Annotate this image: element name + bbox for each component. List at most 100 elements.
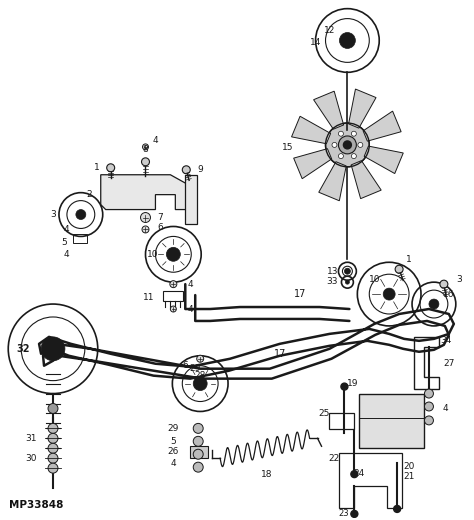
Circle shape <box>107 164 115 172</box>
Circle shape <box>383 288 395 300</box>
Text: 27: 27 <box>443 359 455 368</box>
Polygon shape <box>363 111 401 141</box>
Text: 16: 16 <box>443 290 455 298</box>
Text: 8: 8 <box>143 146 148 154</box>
Circle shape <box>193 423 203 433</box>
Circle shape <box>140 213 150 223</box>
Text: 4: 4 <box>63 250 69 259</box>
Circle shape <box>76 210 86 219</box>
Text: 26: 26 <box>168 447 179 456</box>
Text: 15: 15 <box>282 144 293 152</box>
Circle shape <box>193 462 203 472</box>
Circle shape <box>425 416 433 425</box>
Circle shape <box>346 280 349 284</box>
Polygon shape <box>294 149 332 179</box>
Text: 12: 12 <box>324 26 335 35</box>
Polygon shape <box>364 146 403 174</box>
Text: 4: 4 <box>443 404 449 413</box>
Circle shape <box>182 166 190 174</box>
Text: 18: 18 <box>261 470 273 478</box>
Text: 33: 33 <box>327 277 338 285</box>
Circle shape <box>338 153 344 159</box>
Text: 17: 17 <box>293 289 306 299</box>
Text: 3: 3 <box>50 210 56 219</box>
Circle shape <box>332 142 337 147</box>
Circle shape <box>425 402 433 411</box>
Text: 6: 6 <box>182 361 188 370</box>
Text: 10: 10 <box>147 250 158 259</box>
Circle shape <box>326 123 369 167</box>
Circle shape <box>166 248 180 261</box>
Circle shape <box>48 453 58 463</box>
Text: 29: 29 <box>190 364 201 373</box>
Circle shape <box>344 141 351 149</box>
Text: 2: 2 <box>86 190 91 199</box>
Text: 20: 20 <box>403 462 415 471</box>
FancyBboxPatch shape <box>359 394 424 448</box>
Text: 3: 3 <box>456 275 462 284</box>
Text: 4: 4 <box>187 305 193 314</box>
Circle shape <box>351 471 358 477</box>
Circle shape <box>440 280 448 288</box>
Circle shape <box>48 443 58 453</box>
Text: 24: 24 <box>354 469 365 478</box>
Text: 25: 25 <box>319 409 330 418</box>
FancyBboxPatch shape <box>185 175 197 225</box>
Text: 34: 34 <box>440 336 452 345</box>
Text: 10: 10 <box>368 275 380 284</box>
Text: 30: 30 <box>26 454 37 463</box>
Text: 7: 7 <box>157 213 163 222</box>
Polygon shape <box>101 175 188 210</box>
Polygon shape <box>314 91 344 129</box>
Text: 31: 31 <box>26 434 37 443</box>
Text: 32: 32 <box>17 344 30 354</box>
Circle shape <box>339 33 356 48</box>
Circle shape <box>170 306 176 312</box>
Text: 4: 4 <box>187 280 193 289</box>
Circle shape <box>193 449 203 459</box>
Text: 9: 9 <box>197 165 203 174</box>
Text: 6: 6 <box>157 223 163 232</box>
Circle shape <box>48 423 58 433</box>
Text: 19: 19 <box>346 379 358 388</box>
Polygon shape <box>351 161 381 199</box>
Circle shape <box>338 131 344 136</box>
Circle shape <box>351 131 356 136</box>
Polygon shape <box>348 89 376 128</box>
Circle shape <box>170 281 177 288</box>
Text: 21: 21 <box>403 472 415 480</box>
Polygon shape <box>319 162 346 201</box>
Circle shape <box>345 268 350 274</box>
Circle shape <box>358 142 363 147</box>
Circle shape <box>193 376 207 391</box>
Circle shape <box>393 505 401 512</box>
Circle shape <box>48 463 58 473</box>
Circle shape <box>48 404 58 413</box>
Circle shape <box>48 433 58 443</box>
Text: 5: 5 <box>61 238 67 247</box>
Circle shape <box>351 511 358 517</box>
Circle shape <box>395 265 403 273</box>
Circle shape <box>338 136 356 154</box>
Circle shape <box>197 355 204 362</box>
Circle shape <box>142 158 149 166</box>
Text: 4: 4 <box>153 136 158 146</box>
Text: 17: 17 <box>273 349 286 359</box>
Text: 14: 14 <box>310 38 321 47</box>
Circle shape <box>143 144 148 150</box>
Text: 28: 28 <box>194 371 206 380</box>
Text: 11: 11 <box>143 293 154 302</box>
Text: MP33848: MP33848 <box>9 500 64 510</box>
Circle shape <box>41 337 65 361</box>
Circle shape <box>193 436 203 446</box>
Circle shape <box>341 383 348 390</box>
Text: 1: 1 <box>406 255 412 264</box>
Text: 13: 13 <box>327 267 338 276</box>
Polygon shape <box>292 116 331 144</box>
Text: 22: 22 <box>329 454 340 463</box>
Text: 4: 4 <box>63 225 69 234</box>
Text: 29: 29 <box>168 424 179 433</box>
Circle shape <box>351 153 356 159</box>
Text: 5: 5 <box>171 437 176 446</box>
Circle shape <box>429 299 439 309</box>
